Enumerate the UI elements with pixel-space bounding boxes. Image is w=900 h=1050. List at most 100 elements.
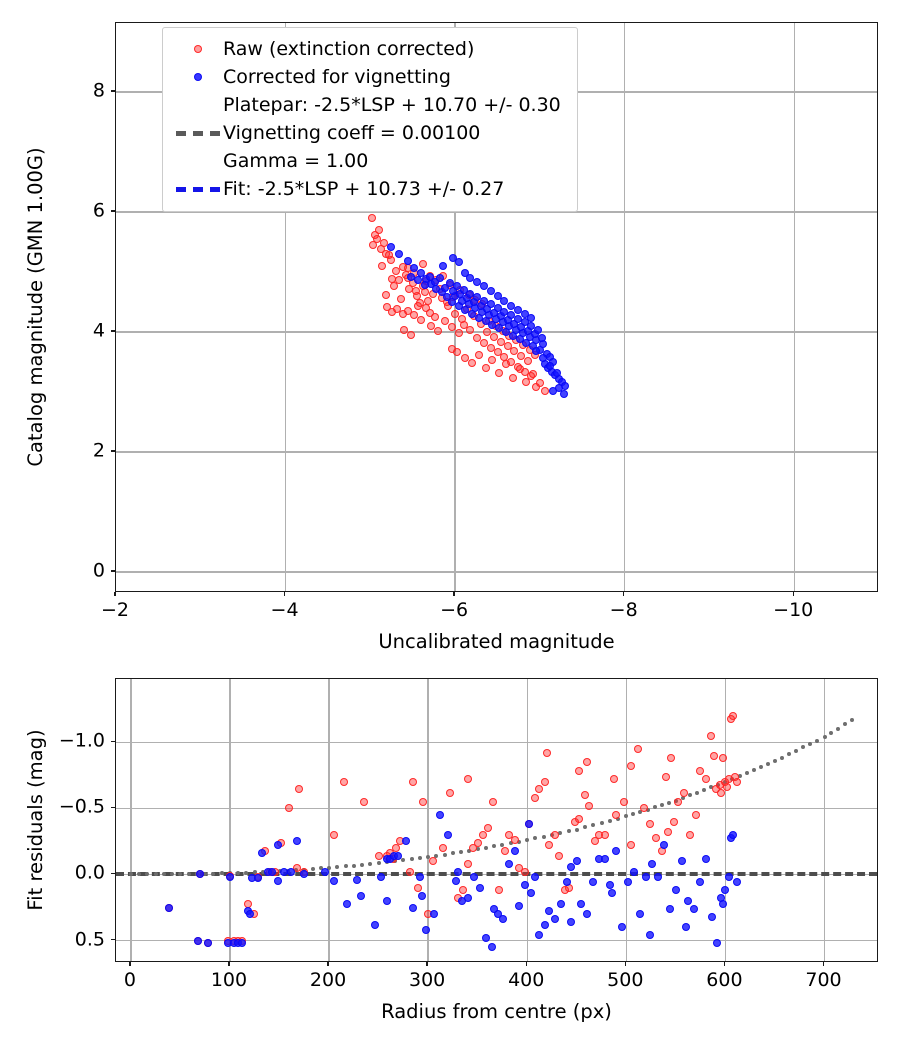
vignetting-curve-dot bbox=[219, 871, 224, 876]
raw-data-point bbox=[517, 352, 526, 360]
corrected-data-point bbox=[461, 269, 470, 278]
vignetting-curve-dot bbox=[850, 718, 855, 723]
gridline-horizontal bbox=[116, 571, 877, 573]
corrected-residual-point bbox=[515, 902, 524, 911]
y-tick-mark bbox=[111, 330, 115, 332]
corrected-data-point bbox=[435, 274, 444, 282]
corrected-data-point bbox=[420, 281, 429, 290]
vignetting-curve-dot bbox=[652, 805, 657, 810]
gridline-horizontal bbox=[116, 331, 877, 333]
corrected-residual-point bbox=[681, 923, 690, 932]
raw-data-point bbox=[481, 364, 490, 372]
corrected-residual-point bbox=[245, 910, 254, 919]
corrected-residual-point bbox=[646, 931, 655, 940]
raw-residual-point bbox=[243, 899, 252, 908]
x-tick-mark bbox=[228, 962, 230, 966]
vignetting-curve-dot bbox=[236, 870, 241, 875]
vignetting-curve-dot bbox=[211, 871, 216, 876]
raw-residual-point bbox=[580, 791, 589, 800]
x-tick-mark bbox=[327, 962, 329, 966]
raw-residual-point bbox=[685, 830, 694, 839]
corrected-residual-point bbox=[499, 915, 508, 924]
raw-data-point bbox=[503, 342, 512, 351]
corrected-residual-point bbox=[527, 888, 536, 897]
vignetting-curve-dot bbox=[808, 741, 813, 746]
corrected-residual-point bbox=[253, 874, 262, 883]
raw-residual-point bbox=[663, 828, 672, 837]
corrected-residual-point bbox=[443, 830, 452, 839]
vignetting-curve-dot bbox=[574, 827, 579, 832]
raw-residual-point bbox=[574, 815, 583, 824]
vignetting-curve-dot bbox=[607, 818, 612, 823]
y-tick-label: −1.0 bbox=[58, 729, 105, 752]
corrected-residual-point bbox=[521, 881, 530, 890]
corrected-residual-point bbox=[342, 899, 351, 908]
corrected-data-point bbox=[442, 293, 451, 302]
corrected-residual-point bbox=[654, 873, 663, 882]
raw-data-point bbox=[417, 316, 426, 324]
raw-residual-point bbox=[620, 797, 629, 806]
corrected-data-point bbox=[539, 354, 548, 363]
corrected-residual-point bbox=[418, 891, 427, 900]
vignetting-curve-dot bbox=[459, 850, 464, 855]
vignetting-curve-dot bbox=[765, 761, 770, 766]
x-tick-mark bbox=[114, 592, 116, 596]
raw-data-point bbox=[378, 262, 387, 270]
raw-residual-point bbox=[468, 844, 477, 853]
corrected-residual-point bbox=[562, 878, 571, 887]
corrected-residual-point bbox=[505, 859, 514, 868]
corrected-residual-point bbox=[267, 867, 276, 876]
raw-data-point bbox=[490, 332, 499, 341]
y-tick-label: 0.0 bbox=[74, 861, 105, 884]
x-tick-mark bbox=[624, 962, 626, 966]
corrected-residual-point bbox=[689, 904, 698, 913]
raw-data-point bbox=[451, 310, 460, 318]
x-tick-label: 300 bbox=[408, 969, 446, 991]
vignetting-curve-dot bbox=[801, 745, 806, 750]
vignetting-curve-dot bbox=[843, 722, 848, 727]
legend-label: Gamma = 1.00 bbox=[223, 149, 369, 172]
raw-residual-point bbox=[445, 788, 454, 797]
vignetting-curve-dot bbox=[426, 855, 431, 860]
corrected-data-point bbox=[507, 301, 516, 310]
raw-residual-point bbox=[339, 778, 348, 787]
y-tick-mark bbox=[111, 570, 115, 572]
vignetting-curve-dot bbox=[310, 866, 315, 871]
vignetting-curve-dot bbox=[695, 790, 700, 795]
y-tick-label: 6 bbox=[92, 199, 105, 222]
corrected-residual-point bbox=[237, 939, 246, 948]
corrected-residual-point bbox=[677, 857, 686, 866]
raw-residual-point bbox=[495, 886, 504, 895]
corrected-residual-point bbox=[541, 920, 550, 929]
vignetting-curve-dot bbox=[351, 863, 356, 868]
vignetting-curve-dot bbox=[186, 872, 191, 877]
raw-residual-point bbox=[409, 778, 418, 787]
gridline-vertical bbox=[328, 679, 330, 961]
corrected-data-point bbox=[449, 253, 458, 262]
y-tick-mark bbox=[111, 806, 115, 809]
corrected-residual-point bbox=[701, 854, 710, 863]
corrected-data-point bbox=[486, 287, 495, 296]
raw-residual-point bbox=[285, 804, 294, 813]
raw-residual-point bbox=[661, 772, 670, 781]
raw-residual-point bbox=[554, 852, 563, 860]
raw-residual-point bbox=[634, 745, 643, 753]
vignetting-curve-dot bbox=[417, 856, 422, 861]
corrected-residual-point bbox=[376, 873, 385, 882]
raw-data-point bbox=[496, 337, 505, 346]
gridline-horizontal bbox=[116, 741, 877, 744]
vignetting-curve-dot bbox=[277, 869, 282, 874]
y-tick-label: 4 bbox=[92, 319, 105, 342]
vignetting-curve-dot bbox=[787, 752, 792, 757]
raw-residual-point bbox=[419, 797, 428, 806]
vignetting-curve-dot bbox=[244, 870, 249, 875]
raw-residual-point bbox=[695, 767, 704, 776]
corrected-residual-point bbox=[600, 854, 609, 863]
legend-red-dot-icon bbox=[194, 45, 202, 53]
corrected-residual-point bbox=[636, 910, 645, 919]
raw-data-point bbox=[535, 379, 544, 387]
corrected-residual-point bbox=[416, 873, 425, 882]
vignetting-curve-dot bbox=[659, 803, 664, 808]
raw-data-point bbox=[468, 359, 477, 368]
top-x-axis-label: Uncalibrated magnitude bbox=[378, 630, 615, 653]
